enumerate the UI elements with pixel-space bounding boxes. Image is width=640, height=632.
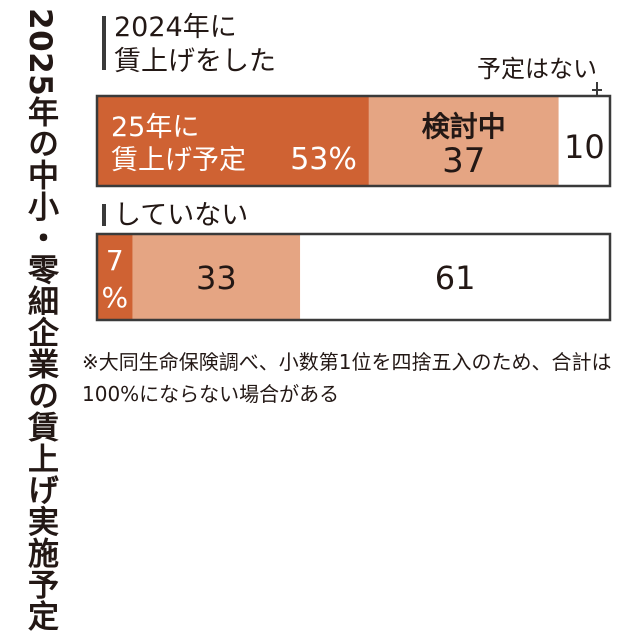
group-divider xyxy=(102,204,106,226)
segment-label: 25年に xyxy=(111,112,199,143)
data-label: 61 xyxy=(435,259,476,297)
source-note: ※大同生命保険調べ、小数第1位を四捨五入のため、合計は100%にならない場合があ… xyxy=(82,350,612,406)
group-divider xyxy=(102,16,106,70)
bar-segment xyxy=(300,234,610,320)
group-label-2: していない xyxy=(114,200,249,231)
group-label-1-line-2: 賃上げをした xyxy=(114,46,276,77)
data-label-unit: % xyxy=(101,281,128,314)
bar-segment xyxy=(97,96,369,186)
data-label: 10 xyxy=(564,128,605,166)
data-label: 7 xyxy=(106,244,124,277)
segment-label: 検討中 xyxy=(422,110,506,143)
bar-segment xyxy=(132,234,301,320)
data-label: 53% xyxy=(290,142,357,177)
bar-segment xyxy=(97,234,133,320)
segment-label: 予定はない xyxy=(477,55,597,83)
data-label: 37 xyxy=(442,141,485,181)
group-label-1-line-1: 2024年に xyxy=(114,12,237,43)
bar-segment xyxy=(368,96,559,186)
bar-outline xyxy=(95,94,612,188)
bar-segment xyxy=(558,96,610,186)
data-label: 33 xyxy=(196,259,237,297)
bar-outline xyxy=(95,232,612,322)
segment-label: 賃上げ予定 xyxy=(111,145,246,176)
